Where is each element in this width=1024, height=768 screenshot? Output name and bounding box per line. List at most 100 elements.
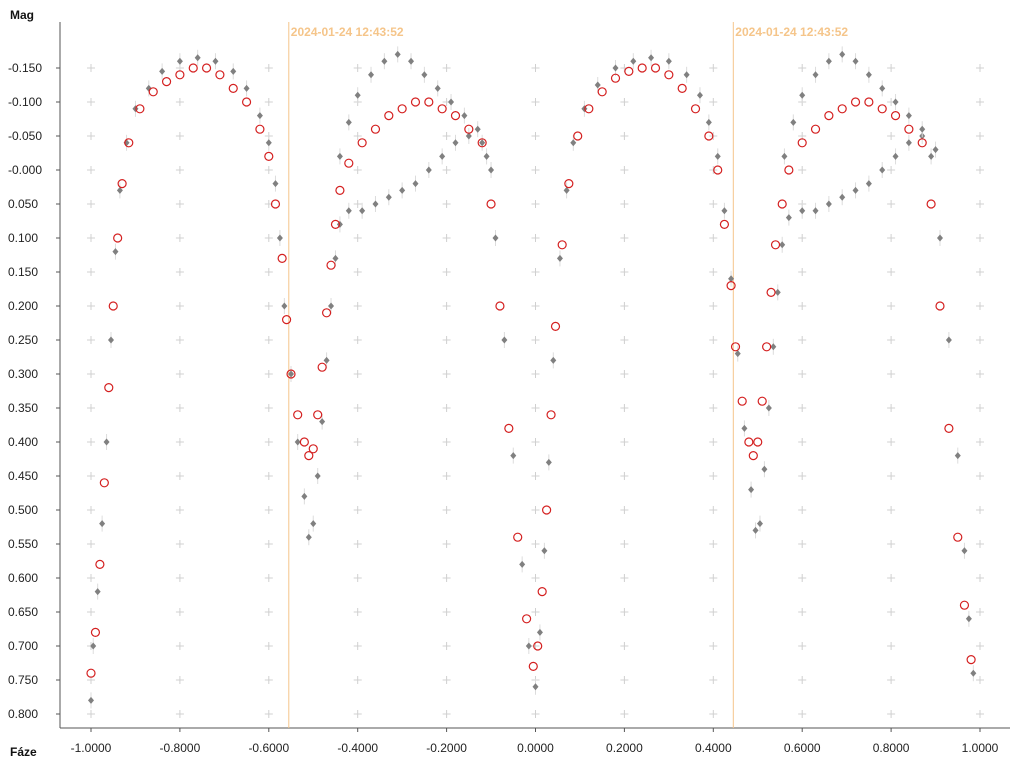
data-point — [294, 438, 301, 446]
y-tick-label: 0.750 — [8, 673, 38, 687]
grid-plus — [620, 336, 629, 344]
data-point — [465, 132, 472, 140]
grid-plus — [175, 234, 184, 242]
data-point — [944, 423, 954, 433]
grid-plus — [887, 404, 896, 412]
data-point — [323, 356, 330, 364]
grid-plus — [531, 438, 540, 446]
data-point — [797, 138, 807, 148]
grid-plus — [175, 336, 184, 344]
data-point — [850, 97, 861, 107]
grid-plus — [87, 336, 95, 344]
grid — [87, 64, 984, 718]
grid-plus — [620, 710, 629, 718]
grid-plus — [798, 506, 807, 514]
data-point — [439, 152, 446, 160]
grid-plus — [353, 506, 362, 514]
data-point — [905, 112, 912, 120]
data-point — [926, 199, 936, 209]
data-point — [86, 668, 96, 678]
y-tick-label: 0.450 — [8, 469, 38, 483]
x-tick-label: -0.4000 — [337, 741, 378, 755]
grid-plus — [442, 404, 451, 412]
data-point — [864, 97, 874, 107]
data-point — [370, 124, 381, 134]
data-point — [839, 193, 846, 201]
grid-plus — [976, 506, 984, 514]
data-point — [332, 254, 339, 262]
grid-plus — [442, 336, 451, 344]
grid-plus — [442, 200, 451, 208]
data-point — [385, 193, 392, 201]
grid-plus — [887, 166, 896, 174]
data-point — [761, 465, 768, 473]
grid-plus — [175, 710, 184, 718]
grid-plus — [442, 506, 451, 514]
grid-plus — [976, 608, 984, 616]
data-point — [852, 186, 859, 194]
data-point — [650, 63, 661, 73]
data-point — [321, 308, 332, 318]
data-point — [812, 207, 819, 215]
grid-plus — [353, 132, 362, 140]
y-tick-label: 0.800 — [8, 707, 38, 721]
grid-plus — [620, 642, 629, 650]
data-point — [533, 641, 543, 651]
x-tick-label: 1.0000 — [962, 741, 999, 755]
grid-plus — [87, 506, 95, 514]
data-point — [215, 70, 225, 80]
data-point — [368, 71, 375, 79]
grid-plus — [976, 540, 984, 548]
grid-plus — [353, 302, 362, 310]
grid-plus — [976, 336, 984, 344]
x-tick-label: 0.8000 — [873, 741, 910, 755]
time-marker-label: 2024-01-24 12:43:52 — [291, 25, 404, 39]
x-tick-label: 0.0000 — [517, 741, 554, 755]
y-tick-label: 0.250 — [8, 333, 38, 347]
data-point — [488, 166, 495, 174]
grid-plus — [887, 370, 896, 378]
y-tick-label: 0.650 — [8, 605, 38, 619]
data-point — [310, 520, 317, 528]
data-point — [308, 444, 318, 454]
grid-plus — [442, 64, 451, 72]
grid-plus — [976, 166, 984, 174]
data-point — [381, 57, 388, 65]
data-point — [825, 200, 832, 208]
data-point — [159, 67, 166, 75]
grid-plus — [976, 200, 984, 208]
data-point — [326, 260, 336, 270]
y-tick-label: 0.300 — [8, 367, 38, 381]
grid-plus — [264, 370, 273, 378]
data-point — [104, 383, 114, 393]
data-point — [492, 234, 499, 242]
grid-plus — [887, 574, 896, 582]
data-point — [757, 396, 767, 406]
grid-plus — [353, 370, 362, 378]
grid-plus — [531, 64, 540, 72]
data-point — [584, 104, 594, 114]
grid-plus — [442, 132, 451, 140]
grid-plus — [798, 234, 807, 242]
data-point — [336, 152, 343, 160]
data-point — [953, 532, 963, 542]
grid-plus — [87, 64, 95, 72]
data-point — [852, 57, 859, 65]
data-point — [824, 110, 834, 121]
data-point — [201, 63, 212, 73]
grid-plus — [87, 132, 95, 140]
data-point — [917, 138, 927, 148]
data-point — [665, 57, 672, 65]
grid-plus — [87, 438, 95, 446]
data-point — [394, 50, 401, 58]
data-point — [99, 478, 109, 488]
data-point — [704, 131, 714, 141]
data-point — [276, 234, 283, 242]
grid-plus — [87, 710, 95, 718]
data-point — [103, 438, 110, 446]
data-point — [936, 234, 943, 242]
data-point — [328, 302, 335, 310]
data-point — [781, 152, 788, 160]
data-point — [525, 642, 532, 650]
grid-plus — [620, 132, 629, 140]
